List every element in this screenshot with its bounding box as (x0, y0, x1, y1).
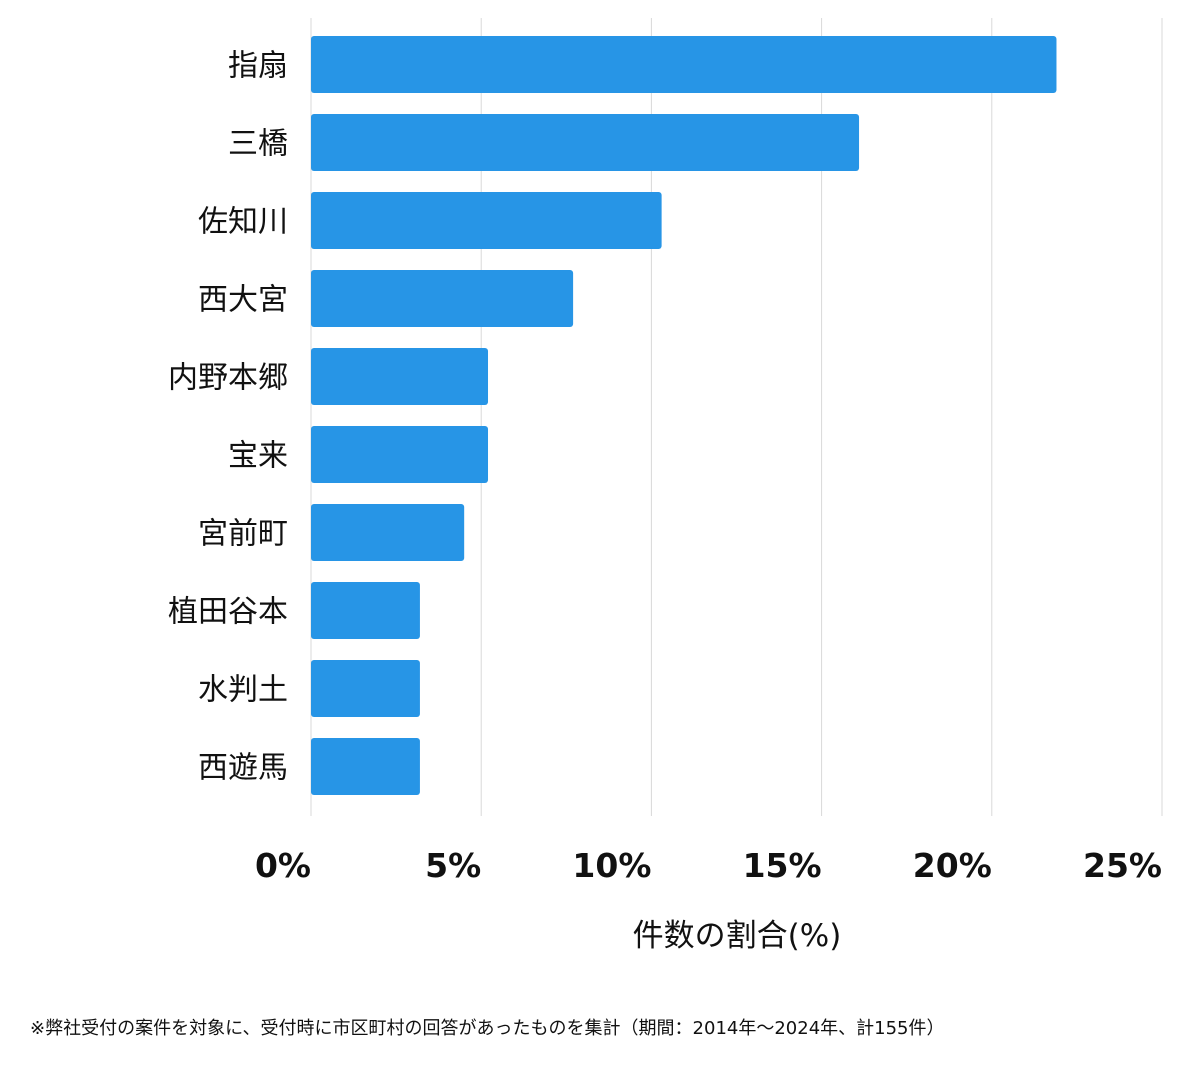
x-axis-label: 件数の割合(%) (633, 918, 842, 954)
x-tick-label: 10% (572, 846, 651, 885)
category-label: 水判土 (198, 673, 288, 708)
category-label: 西大宮 (198, 283, 288, 318)
category-label: 宮前町 (198, 517, 288, 552)
x-tick-label: 5% (425, 846, 481, 885)
category-label: 三橋 (228, 127, 288, 162)
bar-1 (311, 36, 1057, 93)
x-tick-label: 15% (743, 846, 822, 885)
bar-5 (311, 348, 489, 405)
x-tick-label: 0% (255, 846, 311, 885)
category-label: 内野本郷 (168, 361, 288, 396)
category-label: 植田谷本 (168, 595, 288, 630)
bars (311, 36, 1057, 795)
bar-7 (311, 504, 465, 561)
category-label: 西遊馬 (198, 751, 288, 786)
x-tick-label: 20% (913, 846, 992, 885)
bar-2 (311, 114, 860, 171)
category-label: 佐知川 (198, 205, 288, 240)
category-label: 指扇 (228, 49, 288, 84)
bar-4 (311, 270, 574, 327)
bar-10 (311, 738, 420, 795)
bar-8 (311, 582, 420, 639)
footnote: ※弊社受付の案件を対象に、受付時に市区町村の回答があったものを集計（期間：201… (30, 1018, 945, 1039)
category-label: 宝来 (228, 439, 288, 474)
bar-9 (311, 660, 420, 717)
x-tick-labels: 0% 5% 10% 15% 20% 25% (255, 846, 1162, 885)
x-tick-label: 25% (1083, 846, 1162, 885)
bar-3 (311, 192, 662, 249)
bar-6 (311, 426, 489, 483)
